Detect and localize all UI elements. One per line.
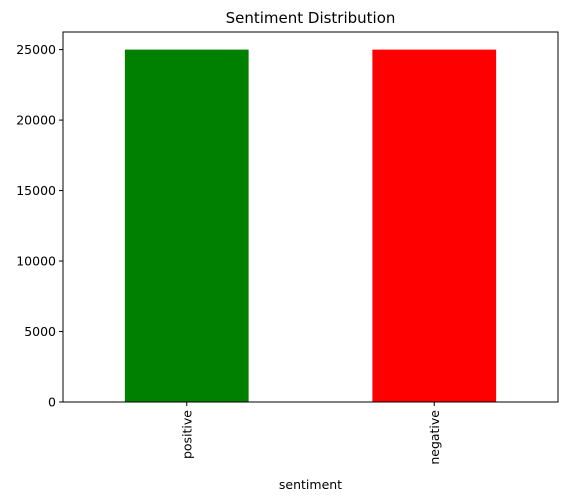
x-axis-label: sentiment	[279, 477, 342, 492]
bar-negative	[372, 49, 497, 402]
y-tick-label: 5000	[24, 324, 56, 339]
plot-frame	[62, 31, 559, 403]
x-tick-label: positive	[179, 410, 194, 459]
y-tick-label: 15000	[16, 183, 56, 198]
x-tick-label: negative	[427, 410, 442, 465]
y-tick-label: 0	[48, 395, 56, 410]
bar-positive	[124, 49, 249, 402]
y-tick-label: 10000	[16, 254, 56, 269]
plot-area	[124, 49, 497, 402]
y-tick-label: 20000	[16, 113, 56, 128]
chart-title: Sentiment Distribution	[226, 9, 396, 27]
y-tick-label: 25000	[16, 42, 56, 57]
